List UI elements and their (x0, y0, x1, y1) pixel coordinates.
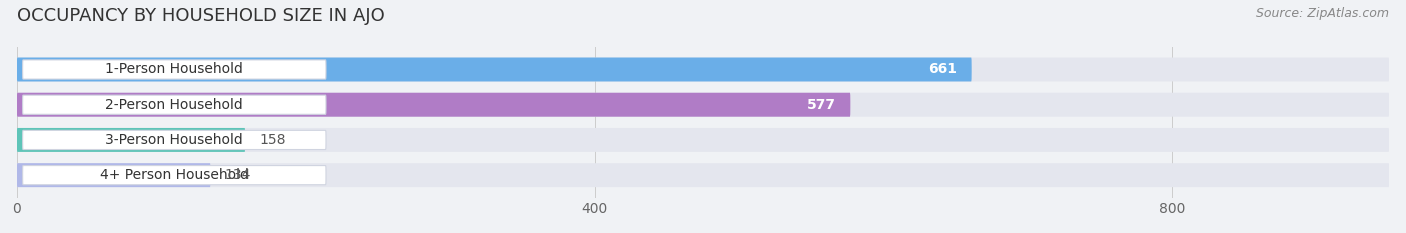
Text: OCCUPANCY BY HOUSEHOLD SIZE IN AJO: OCCUPANCY BY HOUSEHOLD SIZE IN AJO (17, 7, 385, 25)
FancyBboxPatch shape (22, 95, 326, 114)
FancyBboxPatch shape (17, 93, 1389, 117)
Text: 3-Person Household: 3-Person Household (105, 133, 243, 147)
FancyBboxPatch shape (17, 163, 211, 187)
Text: 661: 661 (928, 62, 957, 76)
FancyBboxPatch shape (17, 128, 1389, 152)
FancyBboxPatch shape (17, 58, 1389, 82)
FancyBboxPatch shape (22, 60, 326, 79)
FancyBboxPatch shape (17, 93, 851, 117)
Text: 134: 134 (225, 168, 252, 182)
FancyBboxPatch shape (17, 128, 245, 152)
FancyBboxPatch shape (17, 163, 1389, 187)
Text: Source: ZipAtlas.com: Source: ZipAtlas.com (1256, 7, 1389, 20)
Text: 158: 158 (260, 133, 285, 147)
Text: 577: 577 (807, 98, 837, 112)
Text: 4+ Person Household: 4+ Person Household (100, 168, 249, 182)
Text: 1-Person Household: 1-Person Household (105, 62, 243, 76)
FancyBboxPatch shape (17, 58, 972, 82)
Text: 2-Person Household: 2-Person Household (105, 98, 243, 112)
FancyBboxPatch shape (22, 166, 326, 185)
FancyBboxPatch shape (22, 130, 326, 150)
